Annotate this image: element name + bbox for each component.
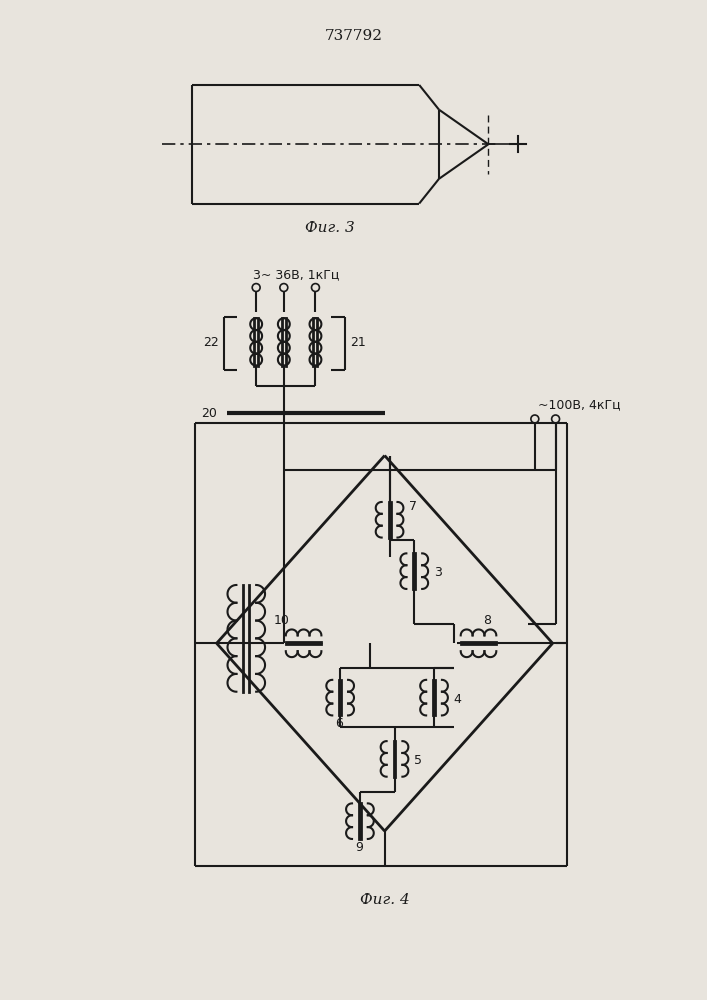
Text: 737792: 737792 xyxy=(325,29,383,43)
Text: 9: 9 xyxy=(355,841,363,854)
Text: Фиг. 3: Фиг. 3 xyxy=(305,221,355,235)
Text: 22: 22 xyxy=(203,336,218,349)
Text: 6: 6 xyxy=(335,717,343,730)
Text: 4: 4 xyxy=(454,693,462,706)
Text: 3~ 36В, 1кГц: 3~ 36В, 1кГц xyxy=(252,268,339,281)
Text: 7: 7 xyxy=(409,500,417,513)
Text: 5: 5 xyxy=(414,754,422,767)
Text: 21: 21 xyxy=(350,336,366,349)
Text: 8: 8 xyxy=(484,614,491,627)
Text: ~100В, 4кГц: ~100В, 4кГц xyxy=(538,399,621,412)
Text: 3: 3 xyxy=(434,566,442,579)
Text: Фиг. 4: Фиг. 4 xyxy=(360,893,409,907)
Text: 20: 20 xyxy=(201,407,216,420)
Text: 10: 10 xyxy=(274,614,290,627)
